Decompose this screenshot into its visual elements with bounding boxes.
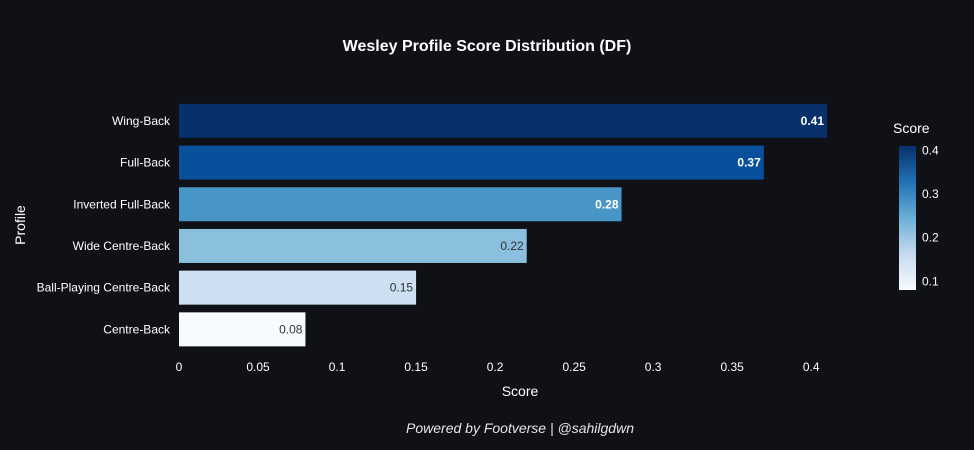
chart-title: Wesley Profile Score Distribution (DF) — [343, 38, 632, 55]
footer-credit: Powered by Footverse | @sahilgdwn — [406, 420, 634, 436]
y-tick-label: Inverted Full-Back — [73, 197, 171, 211]
bars-group: 0.41 0.37 0.28 0.22 0.15 0.08 — [179, 103, 827, 347]
y-tick-label: Wide Centre-Back — [73, 239, 171, 253]
bar — [179, 312, 306, 347]
x-tick-label: 0.4 — [803, 360, 820, 374]
y-tick-label: Centre-Back — [103, 322, 171, 336]
x-tick-label: 0.15 — [404, 360, 428, 374]
y-tick-label: Ball-Playing Centre-Back — [37, 281, 171, 295]
bar-value-label: 0.41 — [801, 114, 825, 128]
colorbar-tick-label: 0.1 — [922, 274, 939, 288]
x-tick-label: 0.35 — [720, 360, 744, 374]
bar — [179, 103, 827, 138]
colorbar-gradient — [899, 146, 916, 290]
y-tick-label: Wing-Back — [112, 114, 171, 128]
x-tick-label: 0.25 — [562, 360, 586, 374]
x-tick-label: 0.3 — [645, 360, 662, 374]
colorbar-title: Score — [893, 120, 930, 136]
y-tick-label: Full-Back — [120, 156, 171, 170]
colorbar-tick-label: 0.2 — [922, 231, 939, 245]
x-tick-label: 0.05 — [246, 360, 270, 374]
colorbar-tick-labels: 0.1 0.2 0.3 0.4 — [922, 143, 939, 288]
x-tick-label: 0 — [176, 360, 183, 374]
x-tick-label: 0.1 — [329, 360, 346, 374]
x-tick-labels: 0 0.05 0.1 0.15 0.2 0.25 0.3 0.35 0.4 — [176, 360, 820, 374]
bar-value-label: 0.37 — [737, 156, 761, 170]
bar-value-label: 0.08 — [279, 322, 303, 336]
bar-value-label: 0.15 — [390, 281, 414, 295]
colorbar-tick-label: 0.4 — [922, 143, 939, 157]
colorbar: Score 0.1 0.2 0.3 0.4 — [893, 120, 939, 290]
x-axis-title: Score — [502, 383, 539, 399]
bar — [179, 270, 417, 305]
x-tick-label: 0.2 — [487, 360, 504, 374]
bar — [179, 228, 527, 263]
y-axis-title: Profile — [12, 205, 28, 245]
bar-value-label: 0.22 — [500, 239, 524, 253]
colorbar-tick-label: 0.3 — [922, 187, 939, 201]
bar-value-label: 0.28 — [595, 197, 619, 211]
y-tick-labels: Wing-Back Full-Back Inverted Full-Back Wide… — [37, 114, 171, 337]
bar — [179, 145, 764, 180]
bar — [179, 187, 622, 222]
